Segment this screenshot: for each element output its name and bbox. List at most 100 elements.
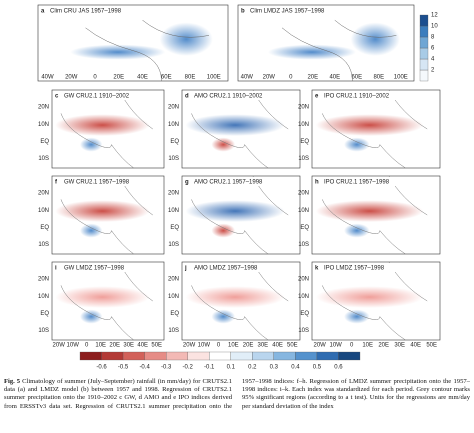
- figure: a Clim CRU JAS 1957–1998 40W 20W 0 20E 40E 60E 8…: [37, 4, 441, 371]
- colorbar-label: 6: [431, 46, 435, 52]
- panel-label: b: [241, 9, 245, 15]
- lon-label: 80E: [373, 75, 384, 81]
- panel-label: h: [315, 180, 319, 186]
- lat-label: 20N: [298, 277, 309, 283]
- panel-title: AMO CRU2.1 1957–1998: [194, 180, 263, 186]
- colorbar-label: 2: [431, 68, 435, 74]
- panel-label: i: [55, 266, 57, 272]
- anomaly-blob: [80, 223, 103, 238]
- panel-title: IPO CRU2.1 1957–1998: [324, 180, 390, 186]
- lat-label: 20N: [298, 105, 309, 111]
- lon-label: 40E: [137, 75, 148, 81]
- lon-label: 10W: [67, 343, 80, 349]
- lon-label: 40E: [410, 343, 421, 349]
- lon-label: 30E: [257, 343, 268, 349]
- colorbar-cell: [252, 351, 274, 361]
- lon-label: 0: [289, 75, 293, 81]
- panel-title: Clim CRU JAS 1957–1998: [50, 9, 122, 15]
- lon-label: 20W: [53, 343, 66, 349]
- lon-label: 20E: [113, 75, 124, 81]
- colorbar-label: -0.1: [204, 365, 215, 371]
- colorbar-cell: [101, 351, 124, 361]
- title-box: [313, 263, 416, 272]
- panel-title: GW CRU2.1 1910–2002: [64, 94, 130, 100]
- colorbar-cell: [122, 351, 145, 361]
- lon-label: 10E: [228, 343, 239, 349]
- panel-title: Clim LMDZ JAS 1957–1998: [250, 9, 325, 15]
- lat-label: 10S: [38, 156, 49, 162]
- panel-label: d: [185, 94, 189, 100]
- lon-label: 10W: [330, 343, 343, 349]
- lat-label: 10N: [38, 294, 49, 300]
- lat-label: EQ: [170, 311, 179, 317]
- lon-label: 20E: [109, 343, 120, 349]
- lon-label: 50E: [151, 343, 162, 349]
- lat-label: EQ: [300, 225, 309, 231]
- lat-label: 10N: [168, 122, 179, 128]
- lon-label: 20E: [243, 343, 254, 349]
- lon-label: 40E: [329, 75, 340, 81]
- lat-label: 20N: [168, 277, 179, 283]
- lon-label: 10W: [198, 343, 211, 349]
- panel-label: e: [315, 94, 319, 100]
- lon-label: 30E: [123, 343, 134, 349]
- colorbar-cell: [79, 351, 102, 361]
- caption: Fig. 5 Climatology of summer (July–Septe…: [4, 378, 470, 433]
- lon-label: 0: [85, 343, 89, 349]
- caption-label: Fig. 5: [4, 378, 21, 385]
- lon-label: 0: [217, 343, 221, 349]
- anomaly-band: [185, 286, 285, 309]
- colorbar-cell: [419, 47, 429, 60]
- lat-label: 10N: [298, 294, 309, 300]
- lat-label: EQ: [40, 311, 49, 317]
- colorbar-cell: [230, 351, 253, 361]
- title-box: [183, 263, 278, 272]
- anomaly-band: [55, 114, 150, 137]
- colorbar-cell: [419, 36, 429, 49]
- colorbar-cell: [316, 351, 339, 361]
- lon-label: 20W: [314, 343, 327, 349]
- colorbar-label: 0.4: [291, 365, 300, 371]
- coastline: [85, 20, 210, 82]
- lon-label: 10E: [362, 343, 373, 349]
- lat-label: 20N: [38, 277, 49, 283]
- colorbar-cell: [419, 25, 429, 38]
- lat-label: 10S: [38, 242, 49, 248]
- colorbar-cell: [144, 351, 167, 361]
- panel-title: GW CRU2.1 1957–1998: [64, 180, 130, 186]
- lon-label: 20W: [65, 75, 78, 81]
- title-box: [239, 6, 380, 15]
- lon-label: 40E: [272, 343, 283, 349]
- panel-title: AMO LMDZ 1957–1998: [194, 266, 258, 272]
- lon-label: 20E: [307, 75, 318, 81]
- panel-label: a: [41, 9, 45, 15]
- panel-title: IPO LMDZ 1957–1998: [324, 266, 385, 272]
- colorbar-label: -0.4: [139, 365, 150, 371]
- lat-label: EQ: [300, 311, 309, 317]
- anomaly-blob: [211, 137, 236, 152]
- caption-text: Climatology of summer (July–September) r…: [4, 378, 470, 410]
- anomaly-band: [55, 286, 150, 309]
- colorbar-label: 10: [431, 24, 438, 30]
- panel-title: GW LMDZ 1957–1998: [64, 266, 125, 272]
- panel-label: g: [185, 180, 189, 186]
- panel-label: j: [184, 266, 187, 272]
- title-box: [183, 177, 278, 186]
- rain-band: [159, 22, 213, 56]
- lat-label: 20N: [38, 191, 49, 197]
- colorbar-label: 12: [431, 13, 438, 19]
- colorbar-cell: [273, 351, 296, 361]
- lat-label: 10S: [168, 328, 179, 334]
- lat-label: 10S: [168, 242, 179, 248]
- lat-label: 10S: [298, 242, 309, 248]
- colorbar-label: -0.3: [161, 365, 172, 371]
- lat-label: 10S: [298, 328, 309, 334]
- lat-label: EQ: [40, 139, 49, 145]
- lat-label: 10N: [38, 208, 49, 214]
- lat-label: EQ: [300, 139, 309, 145]
- rain-band: [70, 44, 166, 60]
- colorbar-cell: [166, 351, 188, 361]
- lat-label: 10N: [168, 208, 179, 214]
- title-box: [53, 91, 143, 100]
